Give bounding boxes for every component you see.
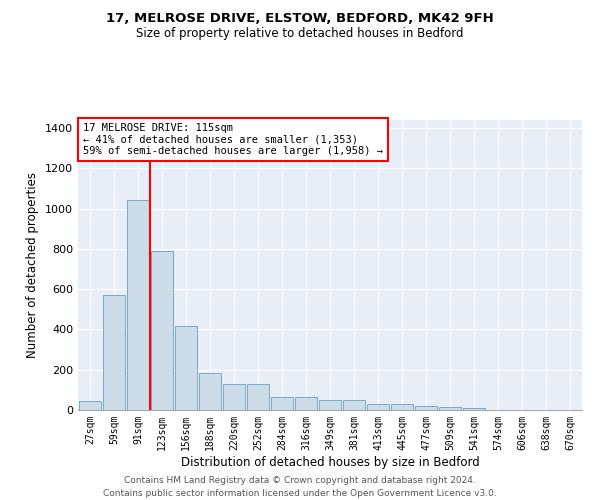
Bar — [271, 397, 293, 410]
Bar — [223, 384, 245, 410]
Y-axis label: Number of detached properties: Number of detached properties — [26, 172, 40, 358]
Text: Contains public sector information licensed under the Open Government Licence v3: Contains public sector information licen… — [103, 488, 497, 498]
Bar — [439, 408, 461, 410]
Bar — [295, 397, 317, 410]
Bar — [247, 384, 269, 410]
Bar — [391, 404, 413, 410]
Text: 17 MELROSE DRIVE: 115sqm
← 41% of detached houses are smaller (1,353)
59% of sem: 17 MELROSE DRIVE: 115sqm ← 41% of detach… — [83, 123, 383, 156]
Bar — [367, 404, 389, 410]
Bar — [175, 326, 197, 410]
Bar — [415, 406, 437, 410]
Bar — [463, 408, 485, 410]
Bar — [103, 295, 125, 410]
Text: Contains HM Land Registry data © Crown copyright and database right 2024.: Contains HM Land Registry data © Crown c… — [124, 476, 476, 485]
Bar — [127, 200, 149, 410]
Text: Size of property relative to detached houses in Bedford: Size of property relative to detached ho… — [136, 28, 464, 40]
Bar — [151, 251, 173, 410]
Text: 17, MELROSE DRIVE, ELSTOW, BEDFORD, MK42 9FH: 17, MELROSE DRIVE, ELSTOW, BEDFORD, MK42… — [106, 12, 494, 26]
Bar — [199, 372, 221, 410]
X-axis label: Distribution of detached houses by size in Bedford: Distribution of detached houses by size … — [181, 456, 479, 468]
Bar — [79, 401, 101, 410]
Bar — [343, 400, 365, 410]
Bar — [319, 400, 341, 410]
